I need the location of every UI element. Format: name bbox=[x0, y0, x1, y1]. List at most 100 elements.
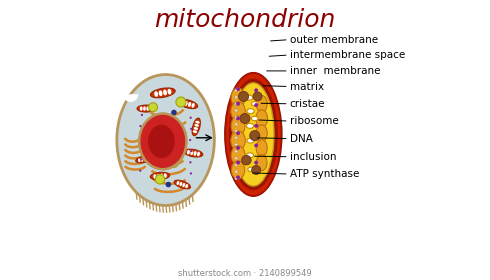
Circle shape bbox=[170, 136, 172, 138]
Ellipse shape bbox=[245, 95, 253, 100]
Circle shape bbox=[235, 164, 237, 166]
Circle shape bbox=[190, 116, 192, 119]
Ellipse shape bbox=[146, 157, 148, 161]
Circle shape bbox=[184, 149, 187, 151]
Ellipse shape bbox=[251, 102, 258, 106]
Ellipse shape bbox=[185, 184, 188, 188]
Ellipse shape bbox=[150, 172, 170, 180]
Circle shape bbox=[175, 118, 178, 120]
Circle shape bbox=[147, 118, 150, 120]
Ellipse shape bbox=[138, 158, 141, 162]
Text: shutterstock.com · 2140899549: shutterstock.com · 2140899549 bbox=[178, 269, 312, 278]
Ellipse shape bbox=[247, 138, 254, 143]
Circle shape bbox=[169, 114, 171, 116]
Ellipse shape bbox=[150, 88, 175, 98]
Circle shape bbox=[143, 124, 145, 126]
Ellipse shape bbox=[195, 124, 199, 127]
Ellipse shape bbox=[182, 183, 185, 187]
Text: cristae: cristae bbox=[290, 99, 325, 109]
Ellipse shape bbox=[246, 123, 254, 128]
Circle shape bbox=[189, 139, 191, 141]
Ellipse shape bbox=[140, 106, 143, 111]
Circle shape bbox=[236, 175, 240, 179]
Circle shape bbox=[154, 114, 157, 116]
Circle shape bbox=[139, 169, 141, 172]
Circle shape bbox=[235, 123, 237, 125]
Circle shape bbox=[141, 158, 143, 161]
Text: inclusion: inclusion bbox=[290, 152, 336, 162]
FancyBboxPatch shape bbox=[170, 117, 174, 120]
Ellipse shape bbox=[143, 106, 146, 111]
Circle shape bbox=[147, 163, 150, 165]
Circle shape bbox=[154, 167, 157, 169]
Ellipse shape bbox=[144, 157, 146, 161]
Circle shape bbox=[170, 114, 172, 116]
Ellipse shape bbox=[231, 88, 245, 108]
Circle shape bbox=[235, 130, 237, 132]
Ellipse shape bbox=[174, 180, 191, 189]
Text: mitochondrion: mitochondrion bbox=[154, 8, 336, 32]
Circle shape bbox=[240, 113, 250, 123]
Ellipse shape bbox=[256, 139, 267, 156]
Ellipse shape bbox=[192, 103, 195, 108]
Ellipse shape bbox=[149, 106, 152, 111]
Ellipse shape bbox=[139, 113, 187, 169]
Circle shape bbox=[139, 132, 142, 134]
Ellipse shape bbox=[231, 116, 245, 136]
Circle shape bbox=[140, 125, 142, 127]
Ellipse shape bbox=[256, 125, 267, 142]
Ellipse shape bbox=[192, 118, 200, 136]
Circle shape bbox=[235, 150, 237, 153]
Ellipse shape bbox=[181, 100, 184, 105]
Circle shape bbox=[235, 178, 237, 180]
Ellipse shape bbox=[246, 153, 254, 158]
Circle shape bbox=[235, 143, 237, 146]
Circle shape bbox=[172, 125, 173, 127]
Circle shape bbox=[166, 182, 171, 187]
Ellipse shape bbox=[231, 131, 245, 150]
Circle shape bbox=[235, 103, 237, 105]
Circle shape bbox=[141, 147, 144, 150]
Ellipse shape bbox=[193, 130, 197, 133]
Ellipse shape bbox=[229, 79, 278, 190]
Circle shape bbox=[148, 103, 157, 112]
Ellipse shape bbox=[179, 182, 182, 186]
Circle shape bbox=[253, 92, 262, 101]
Circle shape bbox=[151, 117, 160, 126]
Ellipse shape bbox=[137, 105, 155, 112]
Ellipse shape bbox=[178, 99, 197, 109]
Text: matrix: matrix bbox=[290, 81, 324, 92]
Ellipse shape bbox=[247, 109, 254, 114]
Circle shape bbox=[155, 174, 165, 184]
Ellipse shape bbox=[225, 73, 281, 196]
Circle shape bbox=[254, 144, 258, 147]
Circle shape bbox=[236, 87, 240, 91]
Ellipse shape bbox=[231, 146, 245, 165]
Circle shape bbox=[176, 97, 186, 107]
Ellipse shape bbox=[184, 149, 203, 157]
Ellipse shape bbox=[256, 155, 267, 171]
Ellipse shape bbox=[248, 167, 254, 172]
Text: intermembrane space: intermembrane space bbox=[290, 50, 405, 60]
Ellipse shape bbox=[157, 174, 160, 179]
Circle shape bbox=[185, 140, 188, 143]
Ellipse shape bbox=[231, 161, 245, 179]
Circle shape bbox=[235, 116, 237, 118]
Circle shape bbox=[146, 137, 155, 146]
Ellipse shape bbox=[194, 127, 198, 130]
Ellipse shape bbox=[154, 91, 158, 97]
Circle shape bbox=[236, 102, 240, 106]
Circle shape bbox=[189, 161, 192, 164]
Circle shape bbox=[235, 109, 237, 112]
Ellipse shape bbox=[159, 90, 163, 96]
Circle shape bbox=[169, 167, 171, 169]
Circle shape bbox=[254, 103, 258, 107]
Ellipse shape bbox=[231, 102, 245, 121]
Circle shape bbox=[143, 157, 145, 159]
Ellipse shape bbox=[117, 74, 214, 206]
Circle shape bbox=[254, 88, 258, 92]
Circle shape bbox=[141, 114, 143, 116]
Ellipse shape bbox=[197, 152, 200, 156]
Ellipse shape bbox=[168, 89, 172, 95]
Circle shape bbox=[175, 163, 178, 165]
